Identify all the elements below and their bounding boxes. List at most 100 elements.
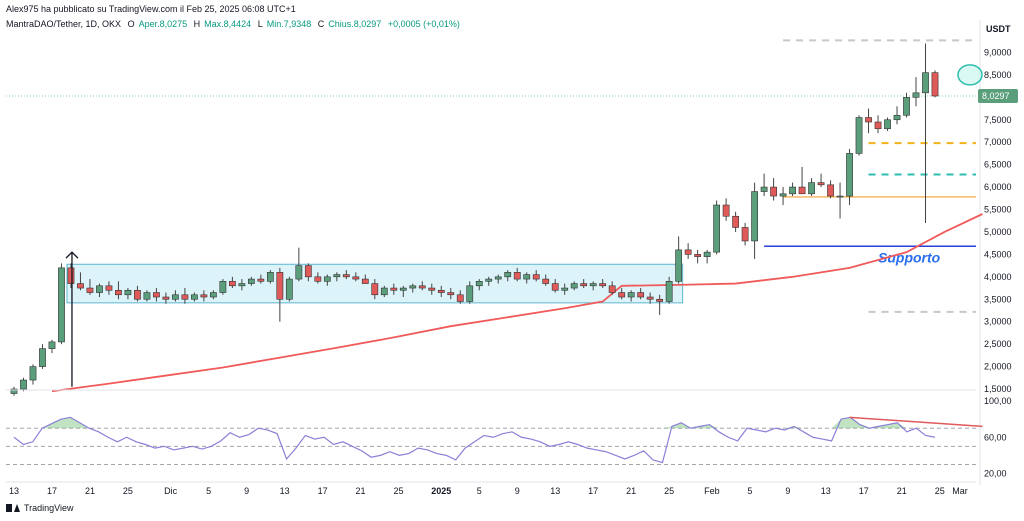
candle-body	[475, 281, 483, 287]
candle-body	[219, 281, 227, 293]
candle-body	[608, 285, 616, 293]
candle-body	[228, 281, 236, 287]
candle	[20, 377, 27, 392]
candle-body	[29, 366, 37, 381]
candle-body	[153, 292, 160, 298]
rsi-line	[13, 416, 936, 464]
candle-body	[39, 348, 46, 367]
candle	[770, 178, 777, 201]
candle-body	[874, 121, 882, 130]
candle	[855, 115, 863, 156]
candle-body	[96, 285, 103, 293]
candle-body	[798, 186, 806, 195]
time-tick-label: 5	[747, 486, 752, 496]
price-tick-label: 2,5000	[984, 339, 1012, 349]
candle	[722, 198, 730, 221]
price-unit: USDT	[986, 24, 1011, 34]
candle-body	[922, 72, 929, 94]
candle-body	[115, 289, 122, 296]
time-tick-label: 21	[85, 486, 95, 496]
candle-body	[399, 287, 407, 291]
peak-highlight-circle	[957, 64, 983, 86]
candle	[276, 267, 284, 322]
price-tick-label: 2,0000	[984, 362, 1012, 372]
candle	[228, 276, 236, 289]
candle	[124, 288, 132, 300]
candle-body	[865, 117, 872, 123]
candle	[789, 182, 796, 197]
candle-body	[789, 186, 796, 195]
candle-body	[836, 195, 844, 198]
candle-body	[210, 292, 217, 298]
last-price-label: 8,0297	[982, 91, 1010, 101]
candle-body	[247, 278, 255, 284]
candle	[922, 43, 929, 223]
price-tick-label: 3,5000	[984, 294, 1012, 304]
candle-body	[751, 191, 758, 242]
candle-body	[276, 272, 284, 300]
candle-body	[390, 287, 398, 291]
symbol-ohlc-legend: MantraDAO/Tether, 1D, OKX O Aper.8,0275 H…	[6, 19, 464, 29]
candle	[342, 270, 350, 280]
candle-body	[817, 182, 825, 186]
time-tick-label: 25	[394, 486, 404, 496]
candle	[760, 173, 768, 197]
candle-body	[342, 274, 350, 278]
candle-body	[172, 294, 179, 300]
candle	[741, 222, 749, 246]
time-tick-label: 13	[9, 486, 19, 496]
candle-body	[437, 289, 445, 293]
footer-brand-text: TradingView	[24, 503, 74, 513]
candle-body	[551, 283, 559, 291]
footer-brand[interactable]: TradingView	[6, 503, 74, 513]
candle	[380, 285, 388, 298]
candle-body	[314, 276, 322, 282]
candle	[494, 274, 502, 284]
candle-body	[238, 283, 246, 287]
time-tick-label: Dic	[164, 486, 177, 496]
rsi-divergence-line	[849, 416, 983, 428]
candle	[371, 279, 379, 300]
candle	[504, 270, 512, 282]
candle-body	[380, 287, 388, 296]
candle	[589, 281, 597, 291]
candle	[10, 386, 18, 396]
time-tick-label: 25	[123, 486, 133, 496]
candle-body	[722, 204, 730, 217]
time-tick-label: 13	[550, 486, 560, 496]
candle	[143, 290, 151, 302]
candle-body	[494, 276, 502, 280]
candle	[162, 292, 170, 304]
symbol-name[interactable]: MantraDAO/Tether, 1D, OKX	[6, 19, 122, 29]
open-value: Aper.8,0275	[138, 19, 188, 29]
time-tick-label: 21	[897, 486, 907, 496]
candle	[86, 279, 94, 295]
candle-body	[732, 215, 739, 228]
candle	[257, 274, 265, 284]
candle-body	[675, 249, 683, 282]
time-tick-label: 13	[821, 486, 831, 496]
rsi-tick-label: 60,00	[984, 432, 1007, 442]
candle	[608, 281, 616, 295]
candle	[266, 270, 274, 284]
candle	[48, 339, 56, 354]
candle	[352, 272, 360, 282]
candle-body	[570, 283, 578, 289]
candle	[172, 290, 179, 302]
candle	[675, 236, 683, 284]
candle-body	[741, 227, 749, 242]
candle	[931, 70, 939, 98]
rsi-tick-label: 20,00	[984, 468, 1007, 478]
price-tick-label: 8,5000	[984, 70, 1012, 80]
candle-body	[931, 72, 939, 97]
time-tick-label: 25	[664, 486, 674, 496]
candle	[67, 263, 75, 289]
time-tick-label: 17	[47, 486, 57, 496]
candle	[684, 243, 692, 259]
candle-body	[884, 119, 891, 130]
candle	[779, 187, 787, 206]
candle	[703, 249, 711, 264]
candle-body	[333, 274, 341, 278]
candle	[884, 117, 891, 131]
